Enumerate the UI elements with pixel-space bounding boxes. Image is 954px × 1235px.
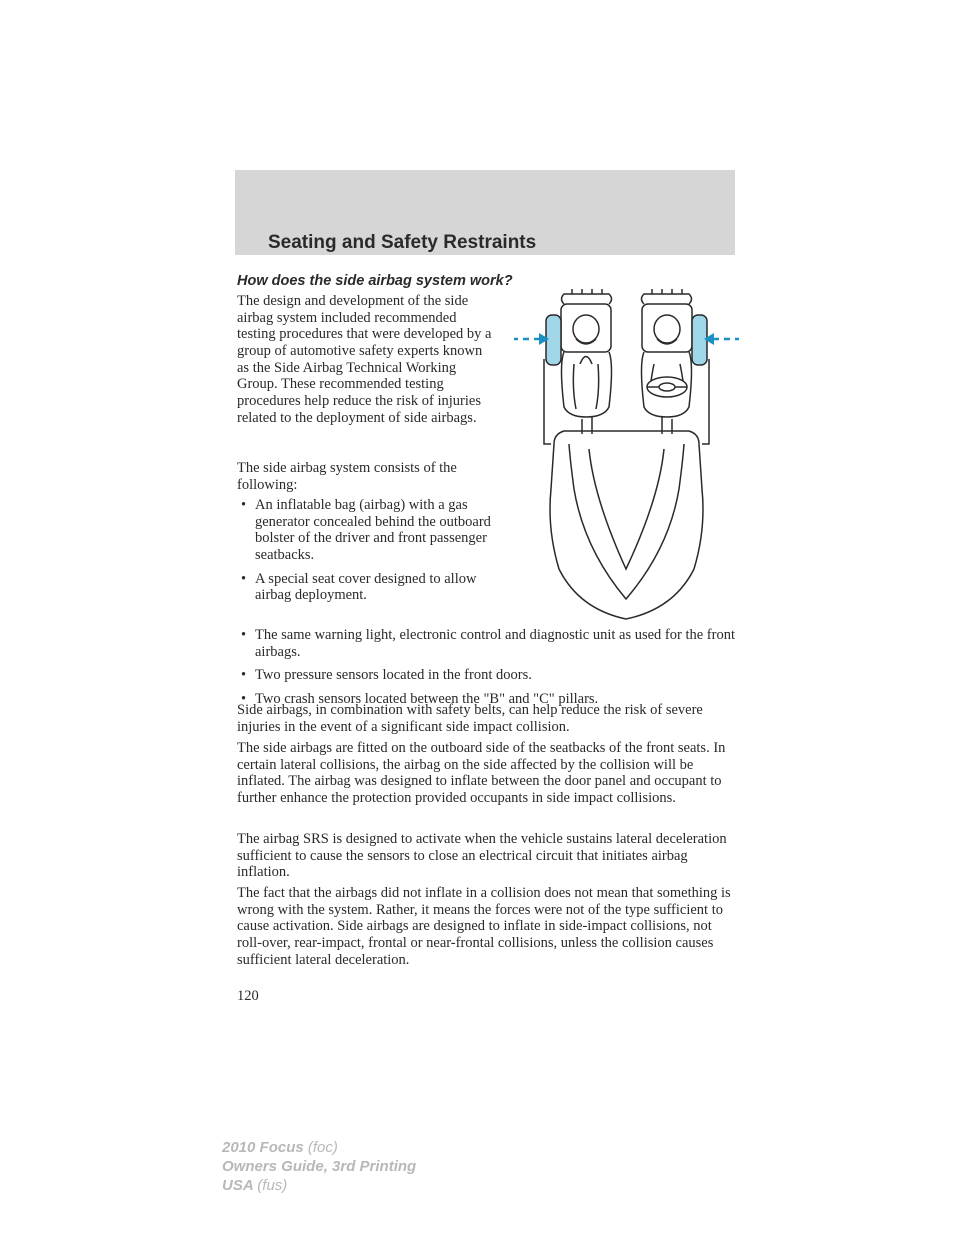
paragraph-4: The side airbags are fitted on the outbo… [237, 740, 737, 807]
list-item: Two pressure sensors located in the fron… [237, 667, 737, 684]
footer: 2010 Focus (foc) Owners Guide, 3rd Print… [222, 1139, 416, 1195]
footer-line-1: 2010 Focus (foc) [222, 1139, 416, 1158]
paragraph-5: The airbag SRS is designed to activate w… [237, 831, 737, 881]
right-airbag-icon [692, 315, 707, 365]
subsection-title: How does the side airbag system work? [237, 273, 513, 289]
car-seats-illustration-icon [514, 289, 739, 624]
left-arrow-icon [514, 333, 549, 345]
footer-region-code: (fus) [257, 1177, 287, 1194]
page-number: 120 [237, 988, 259, 1005]
paragraph-3: Side airbags, in combination with safety… [237, 702, 737, 735]
paragraph-6: The fact that the airbags did not inflat… [237, 885, 737, 968]
footer-line-2: Owners Guide, 3rd Printing [222, 1158, 416, 1177]
bullet-list-narrow: An inflatable bag (airbag) with a gas ge… [237, 497, 497, 611]
left-airbag-icon [546, 315, 561, 365]
seat-airbag-diagram [514, 289, 739, 624]
paragraph-1: The design and development of the side a… [237, 293, 497, 426]
list-item: The same warning light, electronic contr… [237, 627, 737, 660]
footer-line-3: USA (fus) [222, 1177, 416, 1196]
right-arrow-icon [704, 333, 739, 345]
paragraph-2: The side airbag system consists of the f… [237, 460, 497, 493]
footer-model-code: (foc) [308, 1139, 338, 1156]
list-item: An inflatable bag (airbag) with a gas ge… [237, 497, 497, 564]
footer-region: USA [222, 1177, 257, 1194]
footer-model: 2010 Focus [222, 1139, 308, 1156]
section-title: Seating and Safety Restraints [268, 232, 536, 254]
list-item: A special seat cover designed to allow a… [237, 571, 497, 604]
document-page: Seating and Safety Restraints How does t… [0, 0, 954, 1235]
